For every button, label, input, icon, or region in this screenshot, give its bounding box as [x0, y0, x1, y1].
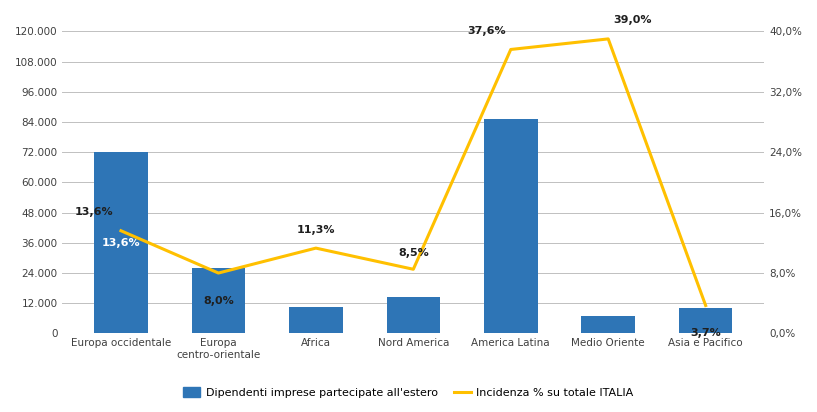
- Bar: [192, 268, 245, 333]
- Text: 11,3%: 11,3%: [297, 225, 335, 234]
- Text: 13,6%: 13,6%: [101, 238, 141, 248]
- Bar: [94, 152, 148, 333]
- Bar: [679, 308, 733, 333]
- Text: 3,7%: 3,7%: [690, 328, 721, 338]
- Text: 37,6%: 37,6%: [467, 26, 506, 36]
- Bar: [386, 297, 440, 333]
- Text: 8,5%: 8,5%: [398, 248, 429, 258]
- Bar: [582, 316, 635, 333]
- Text: 8,0%: 8,0%: [203, 296, 234, 306]
- Bar: [484, 119, 538, 333]
- Legend: Dipendenti imprese partecipate all'estero, Incidenza % su totale ITALIA: Dipendenti imprese partecipate all'ester…: [179, 383, 638, 403]
- Text: 39,0%: 39,0%: [614, 15, 652, 25]
- Text: 13,6%: 13,6%: [74, 207, 113, 217]
- Bar: [289, 307, 342, 333]
